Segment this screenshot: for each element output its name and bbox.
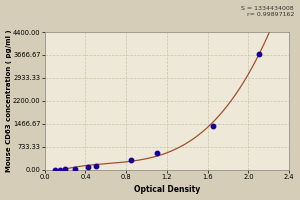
Text: S = 1334434008
r= 0.99897162: S = 1334434008 r= 0.99897162 [242, 6, 294, 17]
Y-axis label: Mouse CD63 concentration ( pg/ml ): Mouse CD63 concentration ( pg/ml ) [6, 30, 12, 172]
X-axis label: Optical Density: Optical Density [134, 185, 200, 194]
